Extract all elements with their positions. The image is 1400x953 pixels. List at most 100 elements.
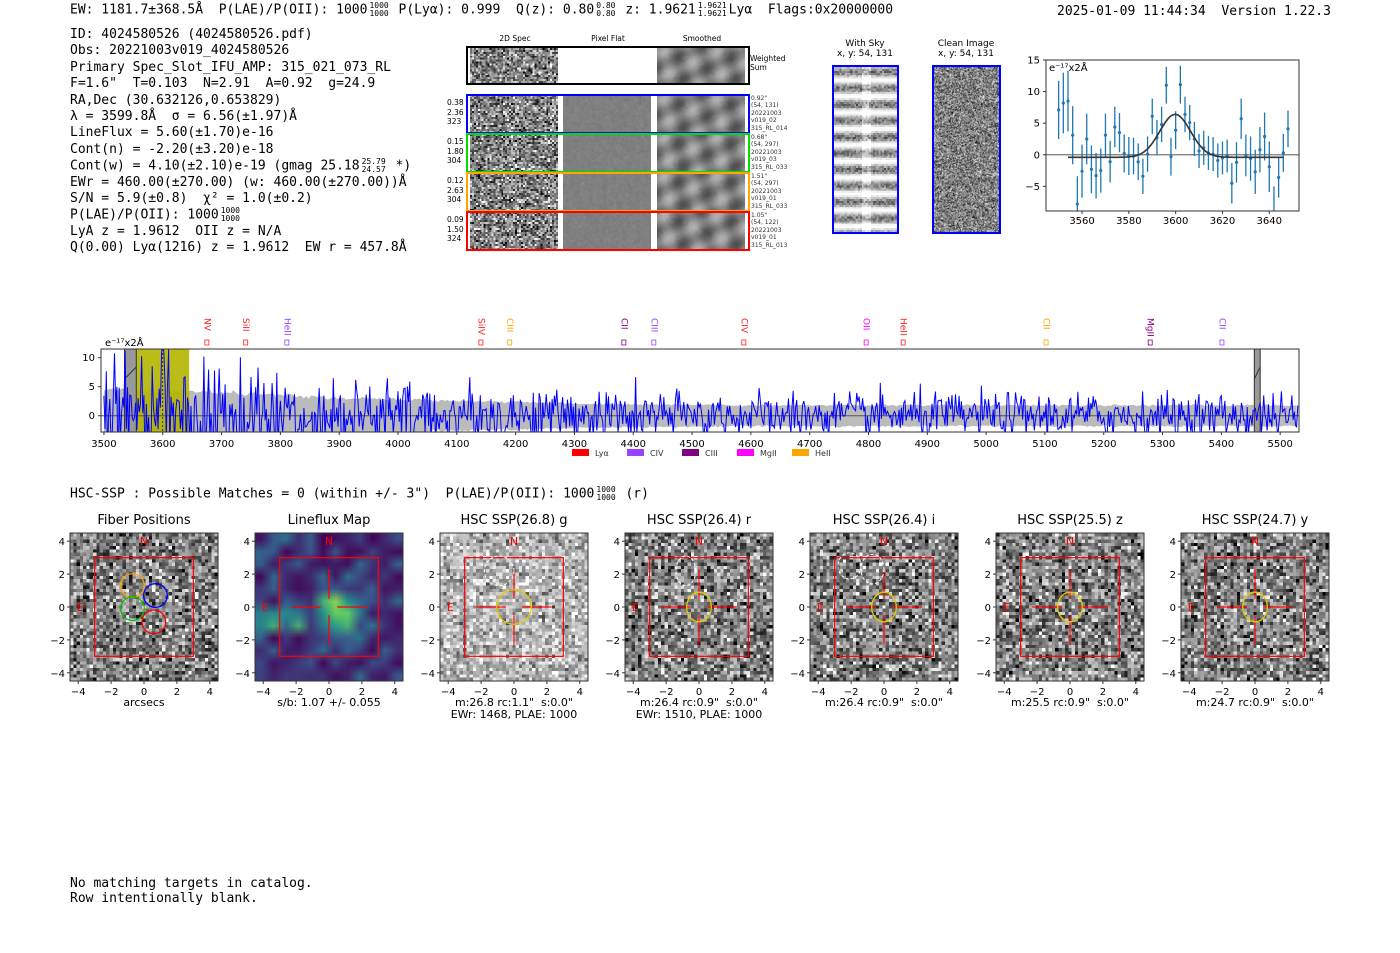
cutout-frame — [809, 532, 959, 682]
line-marker-bracket — [1147, 339, 1153, 346]
info-id: ID: 4024580526 (4024580526.pdf) — [70, 27, 313, 42]
fiber-2-pixelflat — [563, 134, 651, 172]
cutout-caption: m:26.4 rc:0.9" s:0.0" — [640, 696, 758, 709]
catalog-source-ellipse — [860, 553, 885, 585]
data-point — [1258, 148, 1262, 152]
aperture-box — [279, 557, 379, 657]
y-tick-label: −4 — [1161, 669, 1176, 680]
line-marker-label: CII — [1041, 318, 1051, 330]
x-tick-label: 3580 — [1116, 216, 1141, 227]
north-label: N — [325, 535, 333, 548]
x-tick-label: 3600 — [1163, 216, 1188, 227]
legend-swatch — [572, 449, 589, 456]
x-tick-label: 4100 — [444, 439, 469, 450]
data-point — [1071, 133, 1075, 137]
legend-label: CIII — [705, 449, 718, 458]
cutout-title: HSC SSP(26.4) r — [646, 513, 752, 528]
info-primary: Primary Spec_Slot_IFU_AMP: 315_021_073_R… — [70, 59, 391, 75]
y-tick-label: −2 — [976, 636, 991, 647]
data-point — [1234, 160, 1239, 164]
aperture-box — [1205, 557, 1305, 657]
col-title-pixelflat: Pixel Flat — [591, 34, 625, 43]
cutout-overlay: N E −4 −4 −2 −2 0 0 2 2 4 4 — [1161, 532, 1330, 698]
data-point — [1267, 165, 1271, 169]
cutout-caption: m:26.4 rc:0.9" s:0.0" — [825, 696, 943, 709]
col-title-smoothed: Smoothed — [682, 34, 722, 43]
info-cont-w: Cont(w) = 4.10(±2.10)e-19 (gmag 25.18 25.… — [70, 158, 411, 174]
line-marker-bracket — [1219, 339, 1225, 346]
x-tick-label: 4600 — [738, 439, 763, 450]
data-point — [1160, 122, 1164, 127]
y-unit-label: e⁻¹⁷x2Å — [1049, 61, 1088, 74]
header-plae: P(LAE)/P(OII): 1000 — [218, 2, 368, 18]
east-label: E — [1003, 601, 1010, 614]
legend-swatch — [792, 449, 809, 456]
x-tick-label: −2 — [1215, 687, 1230, 698]
weighted-sum-label: Weighted Sum — [750, 54, 786, 72]
x-tick-label: 3600 — [150, 439, 175, 450]
version: Version 1.22.3 — [1221, 4, 1331, 19]
cutout-overlay-group: N E −4 −4 −2 −2 0 0 2 2 4 4 — [235, 532, 404, 698]
x-tick-label: 2 — [544, 687, 550, 698]
y-tick-label: −2 — [790, 636, 805, 647]
fiber-2-2dspec — [470, 134, 558, 172]
weighted-sum-row — [466, 46, 750, 85]
fiber-row-frame — [466, 172, 750, 212]
cutout-title: HSC SSP(26.4) i — [832, 513, 936, 528]
plae-text: P(LAE)/P(OII): 1000 — [70, 207, 219, 223]
x-tick-label: 4300 — [562, 439, 587, 450]
y-tick-label: −4 — [605, 669, 620, 680]
full-spectrum-group: 3500 3600 3700 3800 3900 4000 4100 4200 4300 4400… — [82, 318, 1300, 458]
fiber-row-frame — [466, 133, 750, 173]
y-tick-label: 4 — [985, 537, 991, 548]
y-tick-label: −4 — [790, 669, 805, 680]
x-tick-label: 4 — [1318, 687, 1324, 698]
plae-lo: 1000 — [369, 9, 389, 18]
legend-label: MgII — [760, 449, 777, 458]
cutout-caption: arcsecs — [123, 696, 165, 709]
fiber-3-pixelflat — [563, 173, 651, 211]
x-tick-label: 0 — [881, 687, 887, 698]
cutout-title: HSC SSP(24.7) y — [1201, 513, 1309, 528]
cutout-overlay-group: N E −4 −4 −2 −2 0 0 2 2 4 4 — [605, 532, 774, 698]
fiber-row-meta: 0.92" (54, 131) 20221003 v019_02 315_RL_… — [751, 95, 788, 132]
info-plae: P(LAE)/P(OII): 1000 1000 1000 — [70, 207, 411, 223]
fiber-row-frame — [466, 211, 750, 251]
fiber-row-meta: 1.05" (54, 122) 20221003 v019_01 315_RL_… — [751, 212, 788, 249]
data-point — [1141, 174, 1145, 178]
y-tick-label: −4 — [420, 669, 435, 680]
line-marker-bracket — [741, 339, 747, 346]
cutout-frame — [624, 532, 774, 682]
data-point — [1113, 125, 1117, 129]
data-point — [1075, 202, 1079, 206]
fiber-circle — [119, 596, 145, 622]
data-point — [1080, 169, 1084, 173]
aperture-box — [649, 557, 749, 657]
with-sky-xy: x, y: 54, 131 — [837, 49, 893, 59]
aperture-box — [834, 557, 934, 657]
zoom-line-fit-plot: 3560 3580 3600 3620 3640 −5 0 5 10 15 e⁻¹⁷x2Å — [1025, 56, 1300, 227]
x-tick-label: 4 — [762, 687, 768, 698]
info-plae-lo: 1000 — [220, 214, 240, 224]
timestamp: 2025-01-09 11:44:34 — [1057, 4, 1206, 19]
info-fiber: F=1.6" T=0.103 N=2.91 A=0.92 g=24.9 — [70, 76, 376, 92]
line-marker-bracket — [621, 339, 627, 346]
hsc-plae-lo: 1000 — [596, 493, 616, 502]
x-tick-label: 4 — [577, 687, 583, 698]
data-point — [1164, 83, 1168, 87]
clean-xy: x, y: 54, 131 — [938, 49, 994, 59]
y-tick-label: 2 — [59, 570, 65, 581]
data-point — [1089, 167, 1094, 171]
plae-hi: 1000 — [369, 1, 389, 10]
y-tick-label: 4 — [244, 537, 250, 548]
line-marker-bracket — [243, 339, 249, 346]
gmag-tail: *) — [387, 158, 412, 174]
x-tick-label: 3640 — [1257, 216, 1282, 227]
line-marker-bracket — [478, 339, 484, 346]
legend-swatch — [627, 449, 644, 456]
y-tick-label: 15 — [1027, 56, 1040, 67]
x-tick-label: 4200 — [503, 439, 528, 450]
line-marker-bracket — [507, 339, 513, 346]
cont-w-text: Cont(w) = 4.10(±2.10)e-19 (gmag 25.18 — [70, 158, 360, 174]
east-label: E — [1188, 601, 1195, 614]
